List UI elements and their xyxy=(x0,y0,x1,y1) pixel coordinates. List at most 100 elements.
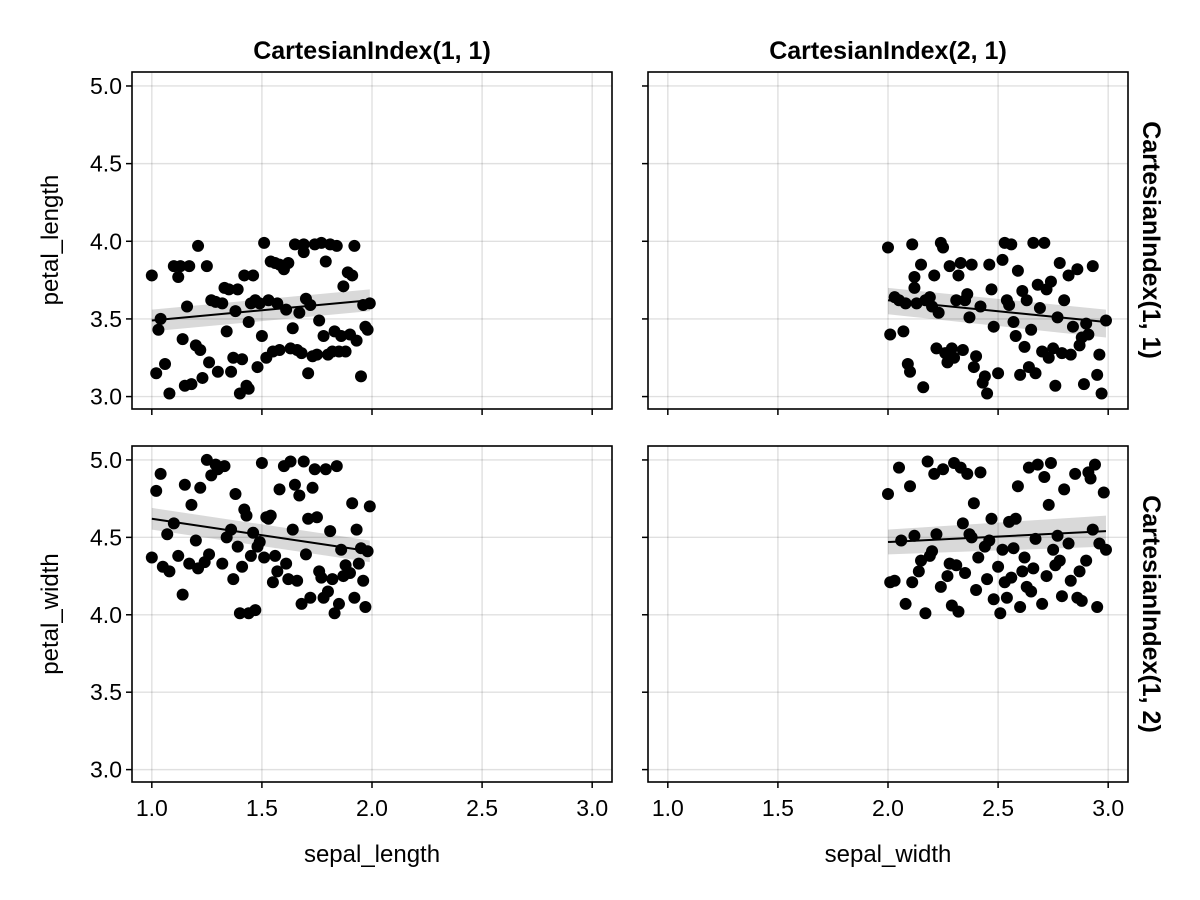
data-point xyxy=(196,371,209,384)
data-point xyxy=(330,239,343,252)
data-point xyxy=(1044,457,1057,470)
data-point xyxy=(906,238,919,251)
data-point xyxy=(1086,260,1099,273)
row-title-1: CartesianIndex(1, 1) xyxy=(1137,121,1165,359)
data-point xyxy=(249,604,262,617)
data-point xyxy=(1053,554,1066,567)
data-point xyxy=(937,463,950,476)
data-point xyxy=(1086,523,1099,536)
data-point xyxy=(899,597,912,610)
data-point xyxy=(354,370,367,383)
data-point xyxy=(904,365,917,378)
data-point xyxy=(1047,342,1060,355)
data-point xyxy=(154,467,167,480)
data-point xyxy=(1003,298,1016,311)
y-tick-label: 3.5 xyxy=(90,679,122,705)
data-point xyxy=(961,467,974,480)
data-point xyxy=(324,525,337,538)
data-point xyxy=(950,559,963,572)
data-point xyxy=(1005,571,1018,584)
confidence-band xyxy=(888,287,1106,338)
y-axis-label-top: petal_length xyxy=(37,175,64,306)
data-point xyxy=(337,280,350,293)
data-point xyxy=(1055,590,1068,603)
data-point xyxy=(280,303,293,316)
data-point xyxy=(1011,264,1024,277)
data-point xyxy=(348,591,361,604)
data-point xyxy=(152,323,165,336)
regression-line xyxy=(887,530,1107,543)
data-point xyxy=(928,269,941,282)
data-point xyxy=(985,512,998,525)
data-point xyxy=(1069,467,1082,480)
y-axis-label-bottom: petal_width xyxy=(37,553,64,674)
data-point xyxy=(965,258,978,271)
data-point xyxy=(288,478,301,491)
data-point xyxy=(176,333,189,346)
data-point xyxy=(915,554,928,567)
data-point xyxy=(1099,543,1112,556)
data-point xyxy=(1038,236,1051,249)
data-point xyxy=(1066,320,1079,333)
data-point xyxy=(897,325,910,338)
data-point xyxy=(921,455,934,468)
data-point xyxy=(1009,330,1022,343)
data-point xyxy=(258,236,271,249)
data-point xyxy=(941,570,954,583)
data-point xyxy=(266,576,279,589)
data-point xyxy=(882,241,894,254)
x-tick-label: 1.5 xyxy=(246,795,278,821)
data-point xyxy=(273,258,286,271)
data-point xyxy=(145,269,158,282)
data-point xyxy=(348,239,361,252)
data-point xyxy=(308,463,321,476)
x-tick-label: 2.0 xyxy=(356,795,388,821)
data-point xyxy=(185,378,198,391)
data-point xyxy=(350,334,363,347)
data-point xyxy=(352,557,365,570)
data-point xyxy=(319,255,332,268)
data-point xyxy=(1014,368,1027,381)
data-point xyxy=(952,269,965,282)
data-point xyxy=(225,365,238,378)
data-point xyxy=(293,306,306,319)
data-point xyxy=(1042,498,1055,511)
x-axis-label-left: sepal_length xyxy=(304,841,440,868)
data-point xyxy=(970,350,983,363)
x-tick-label: 1.0 xyxy=(652,795,684,821)
data-point xyxy=(240,509,253,522)
data-point xyxy=(361,323,374,336)
data-point xyxy=(231,283,244,296)
data-point xyxy=(203,548,216,561)
data-point xyxy=(297,246,310,259)
data-point xyxy=(200,260,213,273)
data-point xyxy=(357,574,370,587)
data-point xyxy=(917,381,930,394)
data-point xyxy=(328,607,341,620)
data-point xyxy=(194,343,207,356)
data-point xyxy=(163,565,176,578)
data-point xyxy=(293,489,306,502)
data-point xyxy=(150,484,163,497)
data-point xyxy=(339,345,352,358)
data-point xyxy=(1011,480,1024,493)
data-point xyxy=(952,605,965,618)
data-point xyxy=(178,478,191,491)
data-point xyxy=(326,573,339,586)
x-tick-label: 2.5 xyxy=(466,795,498,821)
data-point xyxy=(992,560,1005,573)
data-point xyxy=(1014,601,1027,614)
x-tick-label: 3.0 xyxy=(1092,795,1124,821)
y-tick-label: 4.0 xyxy=(90,228,122,254)
data-point xyxy=(315,571,328,584)
data-point xyxy=(1040,570,1053,583)
data-point xyxy=(992,367,1005,380)
data-point xyxy=(1088,458,1101,471)
data-point xyxy=(247,526,260,539)
data-point xyxy=(218,460,231,473)
data-point xyxy=(1062,537,1075,550)
data-point xyxy=(906,576,919,589)
data-point xyxy=(302,367,315,380)
x-tick-label: 1.0 xyxy=(136,795,168,821)
data-point xyxy=(242,316,255,329)
